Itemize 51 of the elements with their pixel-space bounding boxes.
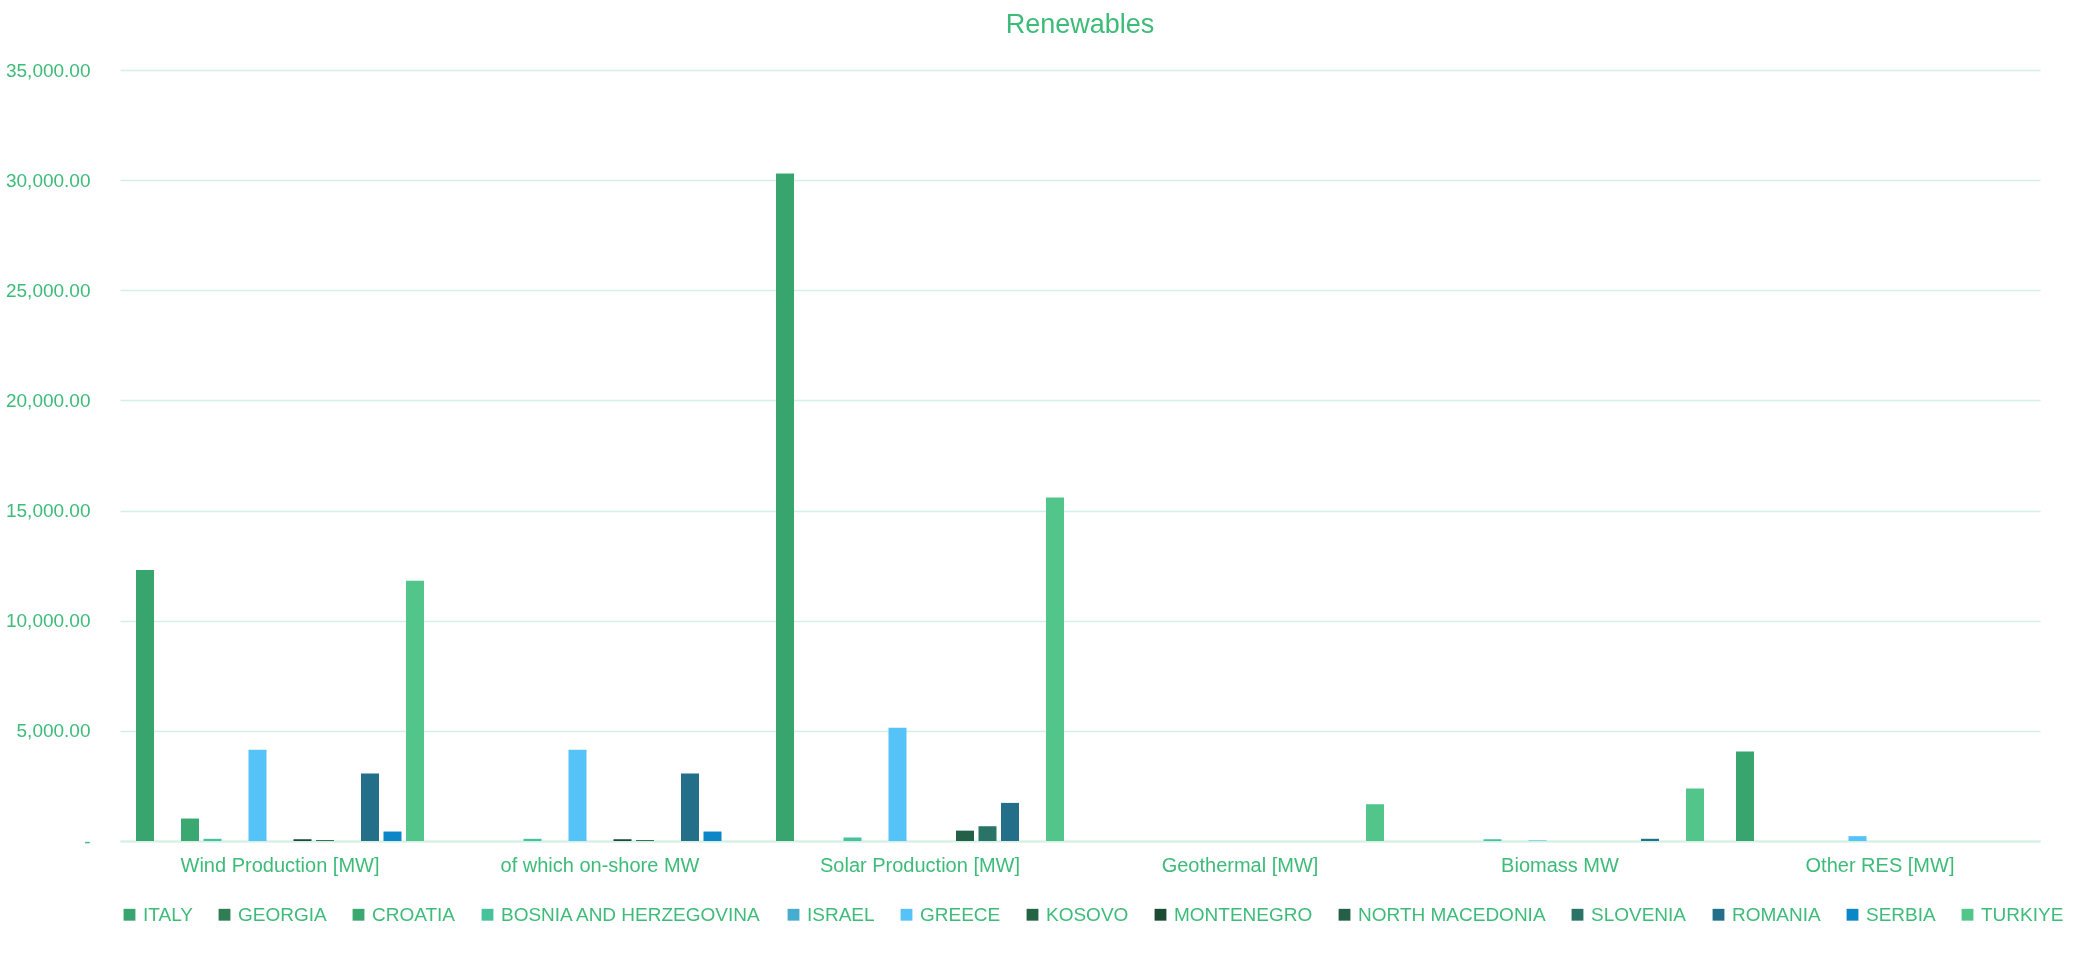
y-tick-label: - — [84, 830, 91, 852]
bar — [1848, 836, 1867, 841]
legend-label: ITALY — [143, 903, 194, 925]
legend-label: NORTH MACEDONIA — [1358, 903, 1546, 925]
x-tick-label: Geothermal [MW] — [1161, 853, 1319, 876]
legend-label: ISRAEL — [807, 903, 875, 925]
bar — [703, 831, 722, 841]
y-tick-label: 5,000.00 — [16, 720, 91, 742]
y-tick-label: 20,000.00 — [5, 389, 91, 411]
legend-label: KOSOVO — [1046, 903, 1129, 925]
legend-label: GEORGIA — [238, 903, 328, 925]
legend-label: SLOVENIA — [1591, 903, 1687, 925]
legend-label: GREECE — [920, 903, 1001, 925]
x-tick-label: Biomass MW — [1501, 853, 1620, 876]
y-tick-label: 30,000.00 — [5, 169, 91, 191]
bar — [248, 749, 267, 841]
bar — [568, 749, 587, 841]
bar — [1046, 497, 1064, 841]
y-tick-label: 15,000.00 — [5, 500, 91, 522]
bar — [956, 830, 974, 841]
bar — [776, 173, 794, 841]
bar — [361, 773, 379, 841]
legend-label: MONTENEGRO — [1174, 903, 1313, 925]
x-tick-label: of which on-shore MW — [500, 853, 700, 876]
bar — [843, 837, 862, 841]
legend-label: TURKIYE — [1981, 903, 2064, 925]
bar — [1641, 838, 1659, 841]
bar — [523, 838, 542, 841]
bar — [1736, 751, 1754, 841]
bar — [383, 831, 402, 841]
bar — [978, 826, 997, 841]
x-tick-label: Other RES [MW] — [1805, 853, 1955, 876]
bar — [1686, 788, 1704, 841]
legend-label: BOSNIA AND HERZEGOVINA — [501, 903, 760, 925]
x-tick-label: Wind Production [MW] — [180, 853, 380, 876]
bar — [1001, 802, 1019, 841]
x-tick-label: Solar Production [MW] — [819, 853, 1021, 876]
bar — [203, 838, 222, 841]
legend-label: SERBIA — [1866, 903, 1937, 925]
y-tick-label: 25,000.00 — [5, 279, 91, 301]
bar — [1366, 804, 1384, 841]
bar — [681, 773, 699, 841]
chart-title: Renewables — [1005, 9, 1155, 39]
legend-label: ROMANIA — [1732, 903, 1821, 925]
y-tick-label: 10,000.00 — [5, 610, 91, 632]
bar — [888, 727, 907, 841]
legend-label: CROATIA — [372, 903, 456, 925]
y-tick-label: 35,000.00 — [5, 59, 91, 81]
bar — [136, 570, 154, 841]
bar — [406, 580, 424, 841]
bar — [181, 818, 199, 841]
